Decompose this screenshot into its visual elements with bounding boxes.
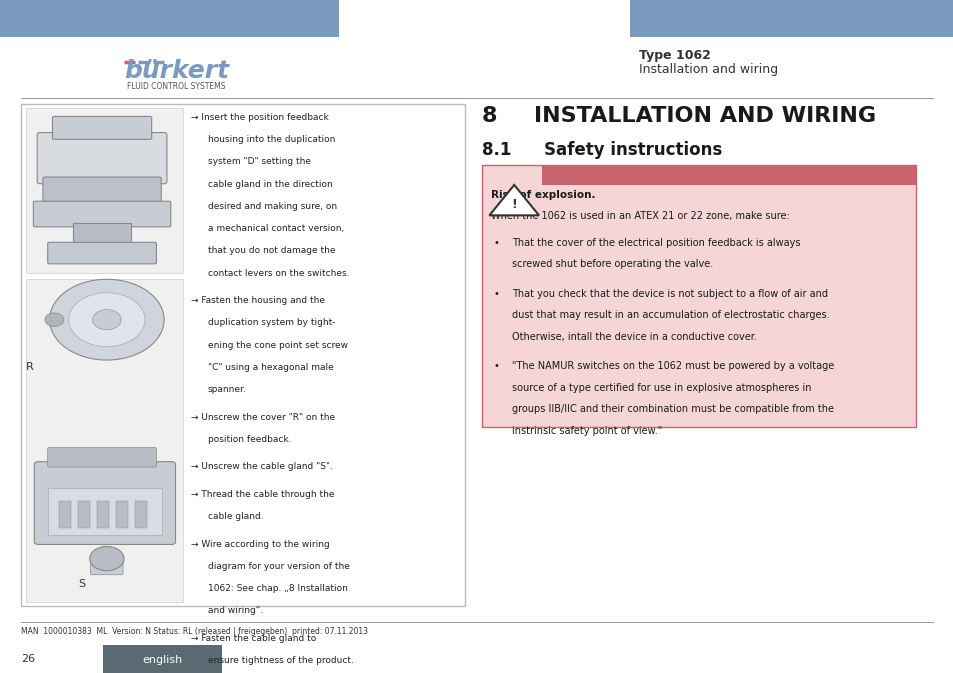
Text: INSTALLATION AND WIRING: INSTALLATION AND WIRING — [534, 106, 876, 127]
Circle shape — [92, 310, 121, 330]
Text: screwed shut before operating the valve.: screwed shut before operating the valve. — [512, 259, 713, 269]
Text: "The NAMUR switches on the 1062 must be powered by a voltage: "The NAMUR switches on the 1062 must be … — [512, 361, 834, 371]
FancyBboxPatch shape — [629, 0, 953, 37]
Text: groups IIB/IIC and their combination must be compatible from the: groups IIB/IIC and their combination mus… — [512, 404, 834, 415]
Text: Risk of explosion.: Risk of explosion. — [491, 190, 596, 201]
Text: Safety instructions: Safety instructions — [543, 141, 721, 160]
Text: bürkert: bürkert — [124, 59, 229, 83]
Text: → Unscrew the cover "R" on the: → Unscrew the cover "R" on the — [191, 413, 335, 421]
Text: FLUID CONTROL SYSTEMS: FLUID CONTROL SYSTEMS — [127, 81, 226, 91]
Text: Type 1062: Type 1062 — [639, 48, 710, 62]
Text: That you check that the device is not subject to a flow of air and: That you check that the device is not su… — [512, 289, 827, 299]
Text: → Fasten the cable gland to: → Fasten the cable gland to — [191, 634, 315, 643]
FancyBboxPatch shape — [37, 133, 167, 184]
Text: system "D" setting the: system "D" setting the — [208, 157, 311, 166]
Text: That the cover of the electrical position feedback is always: That the cover of the electrical positio… — [512, 238, 800, 248]
Text: •: • — [493, 361, 498, 371]
Text: dust that may result in an accumulation of electrostatic charges.: dust that may result in an accumulation … — [512, 310, 829, 320]
Text: ening the cone point set screw: ening the cone point set screw — [208, 341, 348, 349]
FancyBboxPatch shape — [97, 501, 109, 528]
Text: → Wire according to the wiring: → Wire according to the wiring — [191, 540, 329, 548]
Text: → Fasten the housing and the: → Fasten the housing and the — [191, 296, 324, 305]
FancyBboxPatch shape — [34, 462, 175, 544]
FancyBboxPatch shape — [103, 645, 222, 673]
Text: source of a type certified for use in explosive atmospheres in: source of a type certified for use in ex… — [512, 383, 811, 393]
FancyBboxPatch shape — [73, 223, 131, 246]
Text: !: ! — [511, 199, 517, 211]
Text: Installation and wiring: Installation and wiring — [639, 63, 778, 76]
Text: When the 1062 is used in an ATEX 21 or 22 zone, make sure:: When the 1062 is used in an ATEX 21 or 2… — [491, 211, 789, 221]
Text: spanner.: spanner. — [208, 385, 247, 394]
Text: •: • — [493, 238, 498, 248]
Text: → Thread the cable through the: → Thread the cable through the — [191, 490, 334, 499]
Text: diagram for your version of the: diagram for your version of the — [208, 562, 350, 571]
Text: position feedback.: position feedback. — [208, 435, 292, 444]
FancyBboxPatch shape — [21, 104, 464, 606]
FancyBboxPatch shape — [135, 501, 147, 528]
FancyBboxPatch shape — [116, 501, 128, 528]
Text: 26: 26 — [21, 654, 35, 664]
FancyBboxPatch shape — [78, 501, 90, 528]
FancyBboxPatch shape — [43, 177, 161, 207]
Circle shape — [50, 279, 164, 360]
Text: cable gland.: cable gland. — [208, 512, 263, 521]
FancyBboxPatch shape — [0, 0, 338, 37]
Text: and wiring“.: and wiring“. — [208, 606, 263, 615]
Text: R: R — [26, 362, 33, 371]
FancyBboxPatch shape — [33, 201, 171, 227]
Text: → Unscrew the cable gland "S".: → Unscrew the cable gland "S". — [191, 462, 333, 471]
FancyBboxPatch shape — [541, 165, 915, 185]
FancyBboxPatch shape — [48, 242, 156, 264]
FancyBboxPatch shape — [48, 488, 162, 535]
Text: •: • — [493, 289, 498, 299]
Circle shape — [45, 313, 64, 326]
Text: that you do not damage the: that you do not damage the — [208, 246, 335, 255]
Text: instrinsic safety point of view.": instrinsic safety point of view." — [512, 426, 661, 436]
Text: S: S — [78, 579, 85, 589]
FancyBboxPatch shape — [26, 108, 183, 273]
FancyBboxPatch shape — [59, 501, 71, 528]
FancyBboxPatch shape — [26, 279, 183, 602]
Text: → Insert the position feedback: → Insert the position feedback — [191, 113, 328, 122]
Text: "C" using a hexagonal male: "C" using a hexagonal male — [208, 363, 334, 371]
Circle shape — [90, 546, 124, 571]
Text: contact levers on the switches.: contact levers on the switches. — [208, 269, 349, 277]
Text: 8.1: 8.1 — [481, 141, 511, 160]
Text: duplication system by tight-: duplication system by tight- — [208, 318, 335, 327]
Text: Otherwise, intall the device in a conductive cover.: Otherwise, intall the device in a conduc… — [512, 332, 757, 342]
Text: desired and making sure, on: desired and making sure, on — [208, 202, 336, 211]
Text: 8: 8 — [481, 106, 497, 127]
Polygon shape — [489, 185, 538, 215]
FancyBboxPatch shape — [48, 448, 156, 467]
Text: MAN  1000010383  ML  Version: N Status: RL (released | freigegeben)  printed: 07: MAN 1000010383 ML Version: N Status: RL … — [21, 627, 368, 636]
Text: english: english — [142, 655, 183, 664]
Text: housing into the duplication: housing into the duplication — [208, 135, 335, 144]
Text: cable gland in the direction: cable gland in the direction — [208, 180, 333, 188]
Circle shape — [69, 293, 145, 347]
FancyBboxPatch shape — [91, 555, 123, 575]
Text: ensure tightness of the product.: ensure tightness of the product. — [208, 656, 354, 665]
Text: 1062: See chap. „8 Installation: 1062: See chap. „8 Installation — [208, 584, 348, 593]
Text: a mechanical contact version,: a mechanical contact version, — [208, 224, 344, 233]
FancyBboxPatch shape — [52, 116, 152, 139]
FancyBboxPatch shape — [481, 165, 915, 427]
